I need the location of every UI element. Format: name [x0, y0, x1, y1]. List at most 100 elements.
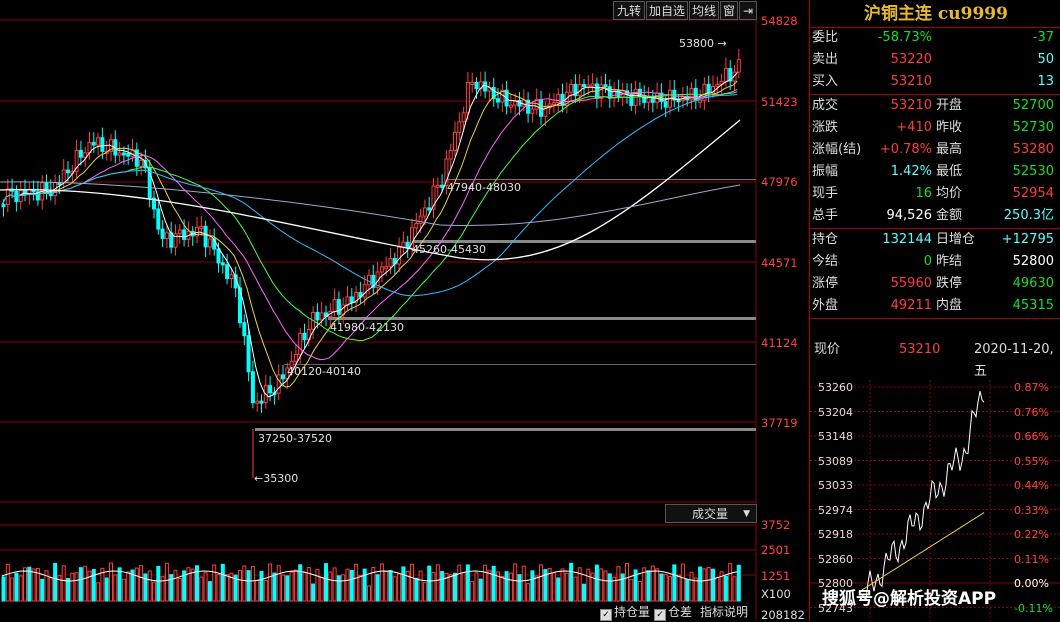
candle-body: [349, 296, 354, 303]
volume-bar: [440, 571, 445, 602]
candle-body: [199, 225, 204, 229]
pivot-band: [284, 364, 756, 365]
volume-bar: [255, 579, 260, 602]
volume-bar: [715, 576, 720, 602]
quote-value: 52700: [1012, 98, 1054, 113]
volume-footer-value: 208182: [761, 608, 805, 622]
volume-bar: [302, 572, 307, 602]
indicator-selector[interactable]: 成交量 ▼: [665, 504, 757, 523]
intraday-price-line: [861, 390, 985, 601]
volume-bar: [10, 577, 15, 602]
candle-body: [448, 150, 453, 160]
volume-bar: [521, 565, 526, 602]
volume-unit-label: X100: [761, 587, 791, 601]
pivot-band: [447, 179, 756, 180]
intraday-price-label: 52918: [818, 528, 853, 541]
collapse-panel-icon[interactable]: ⇥: [739, 1, 757, 20]
candle-body: [732, 71, 737, 82]
volume-bar: [332, 567, 337, 602]
volume-bar: [139, 565, 144, 602]
price-axis-label: 41124: [761, 336, 798, 350]
candle-body: [152, 197, 156, 210]
ma-button[interactable]: 均线: [689, 1, 719, 20]
quote-row: 外盘 49211 内盘 45315: [812, 295, 1060, 317]
volume-bar: [547, 567, 552, 602]
volume-bar: [582, 583, 586, 602]
candle-body: [715, 83, 720, 88]
quote-value: 50: [1037, 52, 1054, 67]
candle-body: [556, 93, 561, 104]
candle-body: [276, 374, 281, 394]
quote-value: 52730: [1012, 120, 1054, 135]
volume-bar: [371, 567, 376, 602]
candle-body: [521, 99, 526, 107]
window-button[interactable]: 窗: [720, 1, 738, 20]
candle-body: [182, 229, 187, 240]
candle-body: [551, 102, 556, 106]
candle-body: [246, 335, 251, 373]
quote-label: 现手: [812, 186, 839, 201]
volume-bar: [143, 573, 148, 602]
intraday-avg-line: [861, 512, 985, 591]
quote-label: 振幅: [812, 164, 839, 179]
quote-row: 涨幅(结) +0.78% 最高 53280: [812, 139, 1060, 161]
quote-value: 53210: [890, 98, 932, 113]
price-axis-label: 37719: [761, 416, 798, 430]
volume-bar: [397, 573, 402, 602]
candle-body: [474, 81, 479, 90]
quote-label: 成交: [812, 98, 839, 113]
intraday-price-label: 53148: [818, 430, 853, 443]
volume-bar: [152, 581, 156, 602]
candle-body: [410, 227, 414, 249]
candle-body: [23, 189, 27, 196]
volume-bar: [470, 581, 475, 602]
add-watchlist-button[interactable]: 加自选: [646, 1, 688, 20]
candle-body: [302, 332, 307, 341]
indicator-help-link[interactable]: 指标说明: [700, 605, 749, 619]
candle-body: [195, 226, 199, 237]
volume-bar: [336, 575, 341, 602]
volume-bar: [324, 563, 328, 602]
pivot-label: 41980-42130: [330, 321, 404, 334]
quote-value: 52800: [1012, 254, 1054, 269]
intraday-pct-label: -0.11%: [1014, 601, 1053, 615]
candle-body: [134, 149, 139, 167]
candle-body: [139, 159, 144, 167]
volume-bar: [698, 566, 703, 602]
quote-value: 49630: [1012, 276, 1054, 291]
volume-bar: [702, 568, 707, 602]
volume-bar: [306, 567, 311, 602]
jiuzhuan-button[interactable]: 九转: [613, 1, 645, 20]
volume-bar: [272, 572, 277, 602]
candle-body: [573, 83, 578, 97]
quote-row: 现手 16 均价 52954: [812, 183, 1060, 205]
volume-bar: [453, 572, 457, 602]
candle-body: [177, 229, 182, 235]
volume-axis-label: 1251: [761, 569, 791, 583]
quote-value: 0: [923, 254, 932, 269]
price-axis-label: 47976: [761, 175, 798, 189]
volume-bar: [147, 570, 152, 602]
position-checkbox[interactable]: ✓ 持仓量: [600, 603, 650, 621]
candle-body: [238, 287, 242, 324]
pivot-band: [328, 317, 756, 320]
quote-value: 250.3亿: [1003, 208, 1054, 223]
candle-body: [629, 93, 634, 106]
candle-body: [491, 87, 496, 100]
volume-bar: [435, 564, 440, 602]
volume-bar: [91, 569, 96, 602]
candle-body: [362, 284, 367, 298]
volume-bar: [23, 567, 27, 602]
intraday-price-label: 52974: [818, 503, 853, 517]
volume-bar: [345, 568, 350, 602]
candle-body: [470, 81, 475, 85]
position-diff-checkbox[interactable]: ✓ 仓差: [654, 603, 692, 621]
quote-label: 总手: [812, 208, 839, 223]
current-price-row: 现价 53210 2020-11-20,五: [812, 339, 1060, 379]
divider: [810, 94, 1060, 95]
quote-value: 55960: [890, 276, 932, 291]
volume-bar: [328, 571, 333, 602]
volume-bar: [530, 570, 535, 602]
volume-bar: [354, 563, 359, 602]
